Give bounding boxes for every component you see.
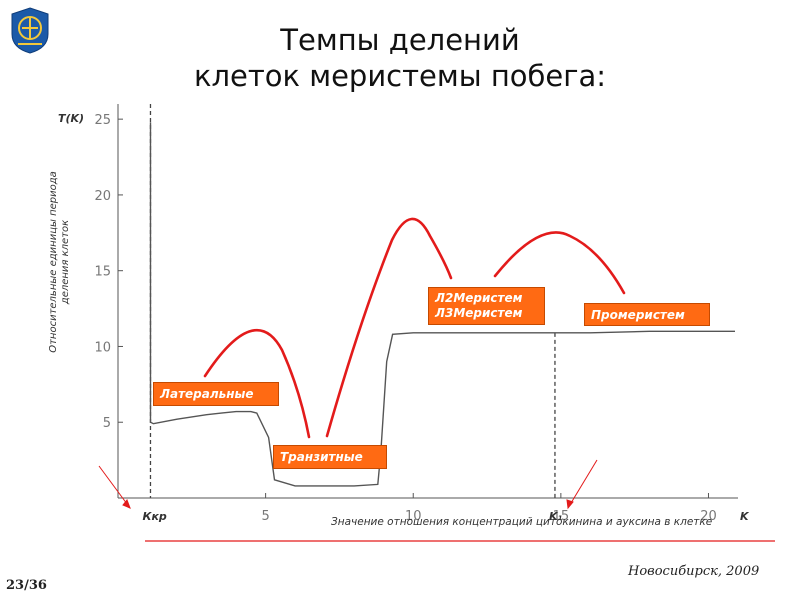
title-line-2: клеток меристемы побега: (193, 59, 607, 93)
label-lateral: Латеральные (153, 382, 279, 406)
axes: 5 10 15 20 25 5 10 15 20 T(K) K Ккр K₁ (58, 104, 750, 524)
slide-title: Темпы делений клеток меристемы побега: (150, 22, 650, 94)
title-line-1: Темпы делений (280, 23, 520, 57)
pointer-line-kkr (98, 465, 131, 509)
annotation-arc (325, 217, 453, 438)
x-tick-label: 20 (700, 509, 717, 524)
label-promeristem: Промеристем (584, 303, 710, 326)
series-line (149, 122, 735, 487)
x-axis-title: Значение отношения концентраций цитокини… (331, 516, 713, 528)
pointer-head-k1 (566, 499, 574, 510)
annotation-arrows (98, 217, 626, 510)
marker-label: Ккр (142, 510, 166, 523)
annotation-arc (203, 328, 311, 439)
pointer-line-k1 (567, 459, 598, 509)
y-tick-label: 20 (94, 189, 111, 204)
pointer-head-kkr (122, 499, 131, 509)
y-tick-label: 15 (94, 265, 111, 280)
curve-layer (149, 122, 735, 487)
y-tick-label: 10 (94, 340, 111, 355)
y-axis-title: Относительные единицы периода деления кл… (48, 171, 71, 353)
label-meristem-l3: Л3Меристем (435, 306, 523, 320)
x-axis-symbol: K (740, 510, 750, 523)
y-tick-label: 25 (94, 113, 111, 128)
page-number: 23/36 (6, 578, 47, 593)
y-axis-symbol: T(K) (58, 112, 84, 125)
x-tick-label: 15 (553, 509, 570, 524)
annotation-arc (493, 231, 626, 295)
y-tick-label: 5 (103, 416, 111, 431)
x-tick-label: 10 (405, 509, 422, 524)
label-meristem-l2: Л2Меристем (435, 291, 523, 305)
marker-label: K₁ (549, 510, 563, 523)
x-tick-label: 5 (261, 509, 269, 524)
label-meristem: Л2Меристем Л3Меристем (428, 287, 545, 325)
institute-logo (8, 6, 52, 58)
footer-city-year: Новосибирск, 2009 (628, 564, 760, 579)
label-transit: Транзитные (273, 445, 387, 469)
